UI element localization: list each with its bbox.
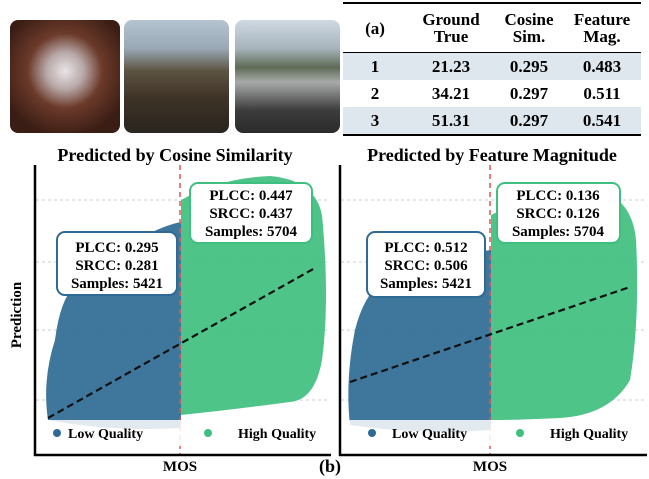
x-axis-label: MOS: [473, 459, 507, 475]
legend-label: High Quality: [238, 427, 316, 442]
legend-swatch: [516, 429, 524, 437]
panel: [339, 165, 647, 456]
stats-text: SRCC: 0.126: [516, 206, 600, 222]
panel-title: Predicted by Cosine Similarity: [57, 145, 292, 165]
stats-text: SRCC: 0.437: [209, 206, 293, 222]
legend-swatch: [53, 429, 61, 437]
y-axis-label: Prediction: [9, 281, 25, 348]
stats-text: Samples: 5421: [380, 276, 472, 292]
legend-label: High Quality: [550, 427, 628, 442]
figure: (a) Ground True Cosine Sim. Feature Mag.…: [0, 0, 649, 479]
stats-text: PLCC: 0.295: [75, 240, 158, 256]
stats-text: PLCC: 0.136: [516, 188, 600, 204]
caption-label: (b): [319, 456, 341, 477]
legend-label: Low Quality: [392, 427, 467, 442]
x-axis-label: MOS: [163, 459, 197, 475]
stats-text: PLCC: 0.512: [384, 240, 467, 256]
stats-text: Samples: 5704: [205, 224, 298, 240]
stats-text: SRCC: 0.506: [384, 258, 468, 274]
stats-text: Samples: 5421: [71, 276, 163, 292]
legend-swatch: [368, 429, 376, 437]
stats-text: Samples: 5704: [512, 224, 605, 240]
legend-label: Low Quality: [68, 427, 143, 442]
plots: Predicted by Cosine Similarity Predicted…: [0, 0, 649, 479]
legend-swatch: [204, 429, 212, 437]
stats-text: PLCC: 0.447: [209, 188, 293, 204]
panel-title: Predicted by Feature Magnitude: [367, 145, 617, 165]
stats-text: SRCC: 0.281: [75, 258, 158, 274]
